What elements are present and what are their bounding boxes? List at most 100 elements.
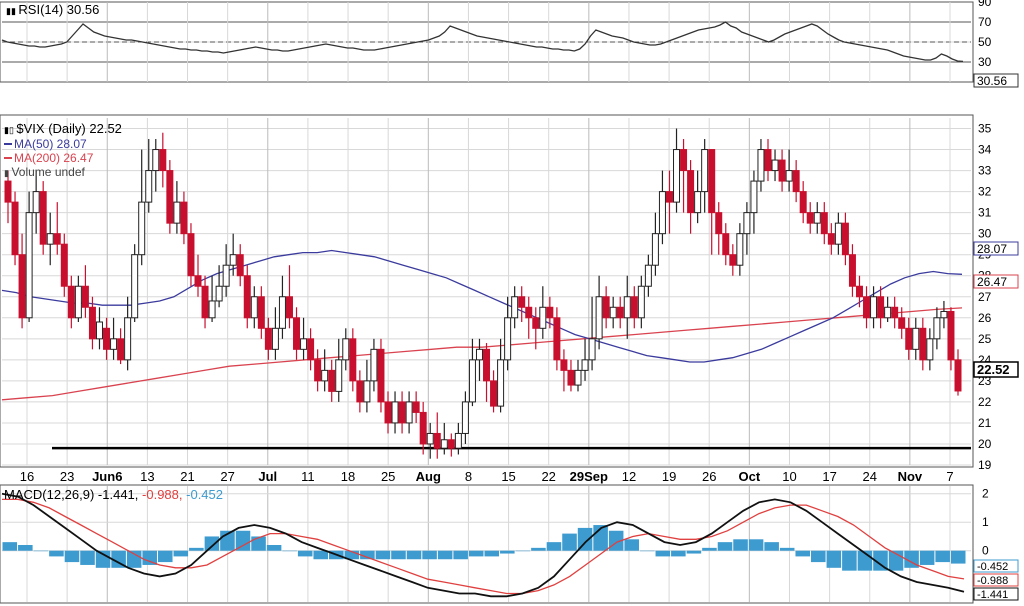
candle-body: [271, 327, 279, 350]
candle: [729, 244, 737, 276]
macd-hist-bar: [655, 550, 671, 557]
candle-body: [940, 310, 948, 319]
candle-body: [764, 149, 772, 172]
date-tick-label: 23: [60, 469, 74, 484]
date-tick-label: 21: [180, 469, 194, 484]
price-tick-label: 22: [978, 395, 992, 409]
candle: [884, 296, 892, 322]
signal-line: [2, 498, 965, 595]
candle: [271, 307, 279, 360]
price-tick-label: 32: [978, 185, 992, 199]
candle-body: [813, 212, 821, 224]
candle-body: [475, 348, 483, 361]
macd-hist-bar: [639, 550, 655, 552]
candle: [539, 286, 547, 339]
candle: [81, 265, 89, 318]
candle-body: [74, 285, 82, 319]
candle: [377, 338, 385, 413]
candle-body: [433, 432, 441, 449]
candle: [236, 244, 244, 287]
candle: [138, 149, 146, 266]
macd-hist-bar: [189, 547, 204, 551]
candle: [124, 296, 132, 371]
candle-body: [912, 327, 920, 350]
candle-body: [863, 296, 871, 319]
candle-body: [412, 401, 420, 413]
volume-legend: ▮ Volume undef: [4, 165, 86, 179]
candle: [483, 343, 491, 402]
price-tick-label: 34: [978, 143, 992, 157]
candle: [25, 191, 33, 322]
candle: [314, 349, 322, 392]
candle: [4, 170, 12, 224]
date-tick-label: 25: [381, 469, 395, 484]
candle: [194, 254, 202, 297]
candle: [243, 265, 251, 329]
candle: [215, 265, 223, 308]
macd-hist-bar: [344, 550, 360, 560]
candle: [208, 275, 216, 322]
candle: [370, 338, 378, 392]
date-tick-label: Aug: [416, 469, 441, 484]
candle-body: [884, 306, 892, 319]
macd-hist-bar: [173, 550, 189, 557]
candle-body: [581, 359, 589, 371]
candle: [88, 296, 96, 350]
macd-hist-bar: [33, 550, 49, 552]
price-tick-label: 20: [978, 437, 992, 451]
candle: [658, 170, 666, 245]
macd-panel: MACD(12,26,9) -1.441, -0.988, -0.452 2 1 0…: [0, 484, 1019, 604]
macd-hist-bar: [733, 539, 748, 551]
date-tick-label: Jun6: [92, 469, 122, 484]
candle-body: [680, 149, 688, 172]
macd-hist-bar: [453, 550, 468, 560]
ma200-legend: MA(200) 26.47: [14, 151, 94, 165]
date-tick-label: 8: [465, 469, 472, 484]
candle-body: [518, 296, 526, 308]
candle-body: [855, 285, 863, 298]
candle-body: [117, 338, 125, 361]
candle: [32, 170, 40, 234]
candle-body: [694, 191, 702, 214]
candle-body: [609, 306, 617, 319]
close-last-value: 22.52: [977, 362, 1010, 377]
candle: [39, 181, 47, 255]
candle: [799, 181, 807, 224]
macd-tick-label: 1: [982, 515, 989, 529]
candle: [490, 370, 498, 413]
candle: [546, 296, 554, 329]
candle: [461, 391, 469, 444]
candle-body: [349, 338, 357, 382]
macd-hist-bar: [95, 550, 111, 568]
candle: [412, 391, 420, 423]
candle: [855, 275, 863, 308]
price-axis: 3534333231302928272625242322212019: [978, 122, 992, 472]
date-axis: 16 23 Jun6 13 21 27 Jul 11 18 25 Aug 8 15 22 29Sep 12 19…: [20, 469, 954, 484]
candle: [46, 212, 54, 266]
candle-body: [25, 212, 33, 319]
candle: [180, 191, 188, 245]
price-tick-label: 30: [978, 227, 992, 241]
macd-hist-bar: [406, 550, 422, 560]
candle-body: [293, 317, 301, 350]
candle: [117, 328, 125, 365]
candle-body: [806, 212, 814, 224]
candle-body: [81, 285, 89, 308]
candle-body: [870, 296, 878, 319]
candle-body: [834, 222, 842, 245]
candle: [384, 391, 392, 434]
macd-hist-bar: [811, 550, 826, 563]
candle-body: [60, 243, 68, 287]
candle: [518, 286, 526, 322]
candle-body: [4, 180, 12, 203]
candle: [398, 391, 406, 434]
candle: [440, 422, 448, 455]
macd-hist-bar: [18, 545, 33, 551]
candle-body: [285, 296, 293, 319]
macd-hist-bar: [282, 550, 297, 552]
candle: [447, 433, 455, 457]
candle-body: [658, 191, 666, 235]
candle: [806, 202, 814, 234]
candle-body: [926, 338, 934, 361]
candle: [947, 307, 955, 371]
